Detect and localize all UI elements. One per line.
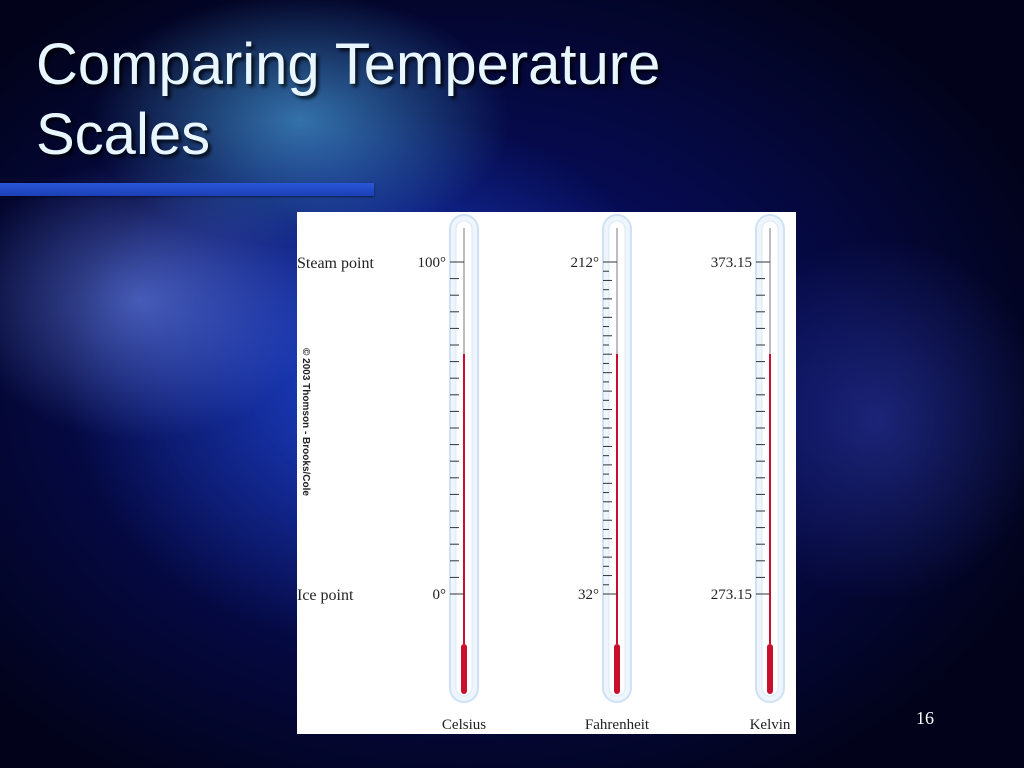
kelvin-scale-label: Kelvin	[750, 717, 791, 733]
steam-point-label: Steam point	[297, 255, 374, 272]
celsius-scale-label: Celsius	[442, 717, 486, 733]
celsius-bulb	[461, 644, 467, 694]
thermometer-celsius: 100° 0° Celsius	[418, 214, 486, 733]
ice-point-label: Ice point	[297, 587, 354, 604]
slide-title: Comparing Temperature Scales	[36, 32, 661, 167]
fahrenheit-scale-label: Fahrenheit	[585, 717, 650, 733]
thermometer-kelvin: 373.15 273.15 Kelvin	[711, 214, 791, 733]
title-underline	[0, 183, 374, 196]
kelvin-bulb	[767, 644, 773, 694]
thermometer-fahrenheit: 212° 32° Fahrenheit	[571, 214, 650, 733]
thermometer-diagram: 100° 0° Celsius 212° 32° Fahrenheit 373.15 273.…	[297, 214, 791, 733]
kelvin-ice-value: 273.15	[711, 587, 752, 603]
celsius-ice-value: 0°	[433, 587, 447, 603]
fahrenheit-ice-value: 32°	[578, 587, 599, 603]
fahrenheit-bulb	[614, 644, 620, 694]
page-number: 16	[916, 708, 934, 728]
fahrenheit-steam-value: 212°	[571, 255, 600, 271]
thermometer-figure: 100° 0° Celsius 212° 32° Fahrenheit 373.15 273.…	[297, 212, 796, 734]
copyright-credit: © 2003 Thomson - Brooks/Cole	[300, 348, 311, 496]
thermometers-group: 100° 0° Celsius 212° 32° Fahrenheit 373.15 273.…	[418, 214, 791, 733]
kelvin-steam-value: 373.15	[711, 255, 752, 271]
celsius-steam-value: 100°	[418, 255, 447, 271]
